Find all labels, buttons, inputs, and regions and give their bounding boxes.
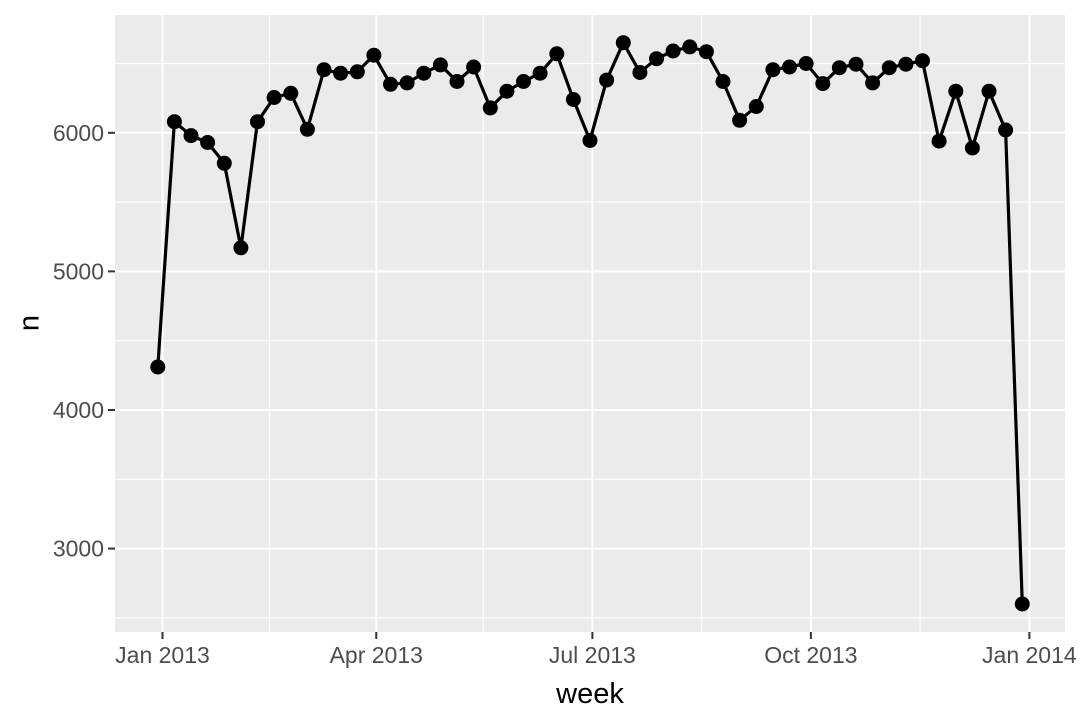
data-point (349, 64, 365, 80)
y-axis-tick-label: 3000 (53, 536, 104, 562)
data-point (798, 56, 814, 71)
data-point (200, 135, 216, 150)
data-point (748, 99, 764, 114)
data-point (898, 56, 914, 72)
data-point (649, 51, 664, 67)
data-point (499, 83, 515, 99)
data-point (383, 76, 398, 92)
data-point (266, 90, 282, 105)
data-point (599, 72, 615, 88)
data-point (250, 114, 265, 130)
x-axis-tick-label: Jul 2013 (549, 642, 636, 668)
data-point (915, 53, 930, 69)
data-point (516, 74, 531, 89)
data-point (549, 46, 565, 62)
data-point (582, 132, 598, 148)
data-point (715, 74, 731, 89)
data-point (482, 100, 498, 116)
data-point (466, 59, 482, 75)
data-point (316, 62, 332, 78)
data-point (682, 39, 698, 55)
data-point (333, 65, 349, 81)
x-axis-title: week (556, 678, 624, 710)
data-point (632, 65, 648, 80)
x-axis-tick-label: Jan 2013 (115, 642, 210, 668)
data-point (532, 65, 548, 81)
data-point (150, 359, 166, 375)
x-axis-tick-label: Jan 2014 (982, 642, 1077, 668)
data-point (848, 56, 864, 72)
data-point (283, 85, 299, 101)
data-point (665, 43, 681, 59)
data-point (432, 57, 448, 73)
data-point (831, 60, 847, 76)
data-point (183, 128, 199, 144)
data-point (166, 114, 182, 130)
plot-panel (115, 15, 1065, 632)
data-point (698, 44, 714, 60)
data-point (399, 75, 415, 91)
data-point (981, 83, 997, 99)
x-axis-tick-label: Apr 2013 (330, 642, 423, 668)
y-axis-tick-label: 5000 (53, 258, 104, 284)
data-point (782, 59, 797, 75)
y-axis-title: n (13, 314, 46, 332)
data-point (732, 112, 748, 128)
data-point (931, 133, 947, 149)
y-axis-tick-label: 6000 (53, 120, 104, 146)
data-point (765, 62, 781, 78)
data-point (565, 92, 581, 107)
data-point (948, 83, 964, 99)
data-point (964, 140, 980, 156)
data-point (1014, 596, 1030, 612)
data-point (865, 75, 881, 91)
data-point (449, 74, 465, 89)
data-point (615, 35, 631, 51)
y-axis-tick-label: 4000 (53, 397, 104, 423)
data-point (299, 121, 315, 137)
data-point (366, 47, 382, 63)
data-point (233, 240, 249, 256)
x-axis-tick-label: Oct 2013 (764, 642, 857, 668)
data-point (998, 122, 1014, 138)
data-point (881, 60, 897, 76)
data-point (416, 65, 432, 81)
data-point (216, 155, 232, 171)
data-point (815, 76, 831, 92)
